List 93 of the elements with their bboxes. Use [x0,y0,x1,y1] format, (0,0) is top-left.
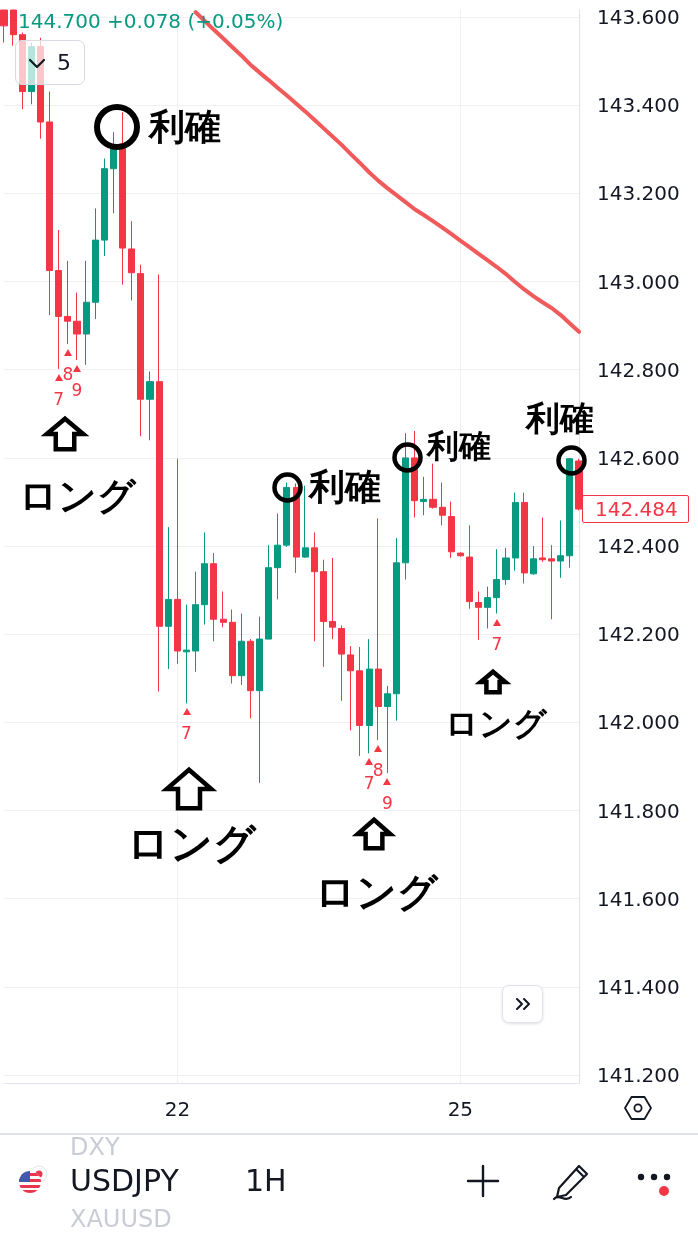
x-tick-label: 22 [164,1097,191,1121]
candlestick [256,616,263,784]
annotation: 7 [491,633,503,655]
candlestick [484,586,491,629]
candlestick [502,547,510,586]
y-tick-label: 143.600 [597,5,680,30]
candlestick [338,624,345,702]
y-tick-label: 142.000 [597,710,680,735]
annotation: 7 [181,723,192,745]
candlestick [457,551,464,558]
candlestick [493,548,500,615]
candlestick [448,501,455,559]
annotation: 7 [53,389,65,410]
y-tick-label: 142.800 [597,357,680,382]
candlestick [137,264,144,437]
candlestick [128,220,135,302]
candlestick [92,207,99,320]
y-tick-label: 141.200 [597,1063,680,1088]
candlestick [539,516,546,563]
annotation: ロング [19,473,137,519]
y-tick-label: 141.400 [597,974,680,999]
candlestick [46,91,53,316]
candlestick [420,476,427,516]
y-tick-label: 143.400 [597,93,680,118]
annotation: 利確 [525,398,594,440]
candlestick [0,9,8,44]
candlestick [283,482,290,548]
candlestick [375,517,382,741]
candlestick [201,531,208,626]
candlestick [146,370,154,441]
annotation: ロング [127,819,257,869]
candlestick [512,492,519,572]
candlestick [101,158,108,257]
annotation: 7 [363,773,375,795]
text: USDJPY [70,1162,179,1199]
y-tick-label: 143.000 [597,269,680,294]
candlestick [566,457,573,569]
candlestick [548,544,555,620]
candlestick [466,524,473,610]
text: 142.484 [582,495,689,524]
candlestick [183,604,190,704]
candlestick [530,545,537,576]
candlestick [210,552,217,642]
candlestick [329,557,336,640]
candlestick [55,229,62,370]
annotation: 利確 [426,426,491,465]
candlestick [119,111,126,286]
annotation: 利確 [148,106,221,148]
candlestick [73,292,81,361]
candlestick [302,485,309,559]
annotation: ロング [314,869,438,916]
y-tick-label: 141.600 [597,886,680,911]
annotation: 利確 [308,466,381,509]
y-tick-label: 141.800 [597,798,680,823]
candlestick [274,512,281,600]
candlestick [265,544,272,640]
text: 1H [245,1162,287,1199]
candlestick [192,571,199,673]
y-tick-label: 142.200 [597,622,680,647]
candlestick [384,685,391,774]
candlestick [83,260,90,366]
candlestick [393,537,400,722]
candlestick [165,526,172,670]
candlestick [220,590,227,628]
candlestick [402,432,409,581]
candlestick [311,531,318,642]
candlestick [557,519,564,579]
annotation: 5 [57,49,71,76]
candlestick [156,274,163,693]
candlestick [429,463,437,510]
y-tick-label: 142.600 [597,445,680,470]
annotation: ロング [444,703,547,743]
annotation: 9 [381,793,393,814]
y-tick-label: 143.200 [597,181,680,206]
annotation: 8 [372,760,384,781]
candlestick [439,482,446,526]
candlestick [238,613,245,686]
candlestick [64,260,71,345]
y-tick-label: 142.400 [597,534,680,559]
candlestick [356,646,363,757]
candlestick [347,645,354,731]
x-tick-label: 25 [447,1097,474,1121]
annotation: 8 [62,364,74,385]
candlestick [174,458,181,665]
candlestick [320,559,327,668]
candlestick [10,9,17,47]
candlestick [110,131,117,214]
candlestick [229,609,236,685]
annotation: 9 [71,380,83,401]
candlestick [247,638,254,719]
candlestick [521,492,528,585]
candlestick [366,638,373,754]
candlestick [475,590,482,641]
